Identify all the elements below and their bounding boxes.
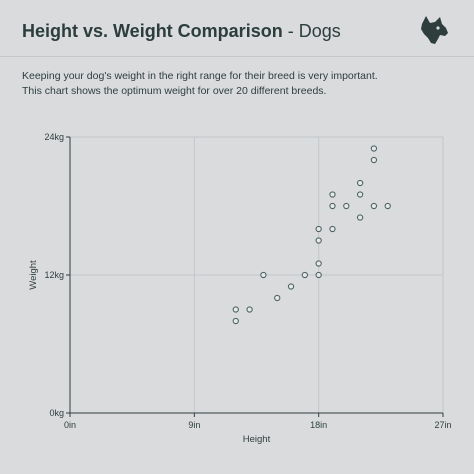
description-line-2: This chart shows the optimum weight for … [22,85,327,97]
data-point-14 [343,202,350,210]
page-title: Height vs. Weight Comparison - Dogs [22,21,341,42]
description-line-1: Keeping your dog's weight in the right r… [22,70,378,82]
data-point-21 [384,202,391,210]
x-tick-labels: 0in 9in 18in 27in [64,413,452,430]
x-tick-label-2: 18in [310,420,327,430]
x-tick-label-1: 9in [188,420,200,430]
y-tick-labels: 0kg 12kg 24kg [44,132,70,418]
y-tick-label-0: 0kg [49,408,64,418]
title-main: Height vs. Weight Comparison [22,21,283,41]
data-point-12 [329,202,336,210]
chart-grid [70,136,444,413]
data-point-15 [356,214,364,221]
y-tick-label-2: 24kg [44,132,64,142]
data-point-5 [287,283,295,290]
data-point-18 [370,202,378,210]
data-point-0 [232,317,239,325]
data-point-20 [370,145,378,152]
title-separator: - [282,21,299,41]
y-axis-label: Weight [28,260,39,290]
data-point-9 [315,237,322,244]
title-sub: Dogs [298,21,341,41]
data-point-19 [370,156,378,164]
data-point-2 [246,306,253,313]
data-point-10 [315,225,322,233]
x-axis-label: Height [243,434,271,445]
description: Keeping your dog's weight in the right r… [22,69,462,99]
x-tick-label-3: 27in [434,420,451,430]
data-point-3 [260,271,267,279]
data-point-17 [356,179,364,187]
data-point-6 [301,271,309,279]
header: Height vs. Weight Comparison - Dogs [0,0,474,57]
data-point-7 [315,271,322,279]
data-point-4 [274,294,281,302]
data-point-8 [315,260,322,267]
data-point-16 [356,191,364,198]
x-tick-label-0: 0in [64,420,76,430]
y-tick-label-1: 12kg [44,270,64,280]
data-point-13 [329,191,336,198]
dog-head-icon [421,16,448,44]
data-point-1 [232,306,239,313]
data-points [232,145,391,325]
data-point-11 [329,225,336,233]
